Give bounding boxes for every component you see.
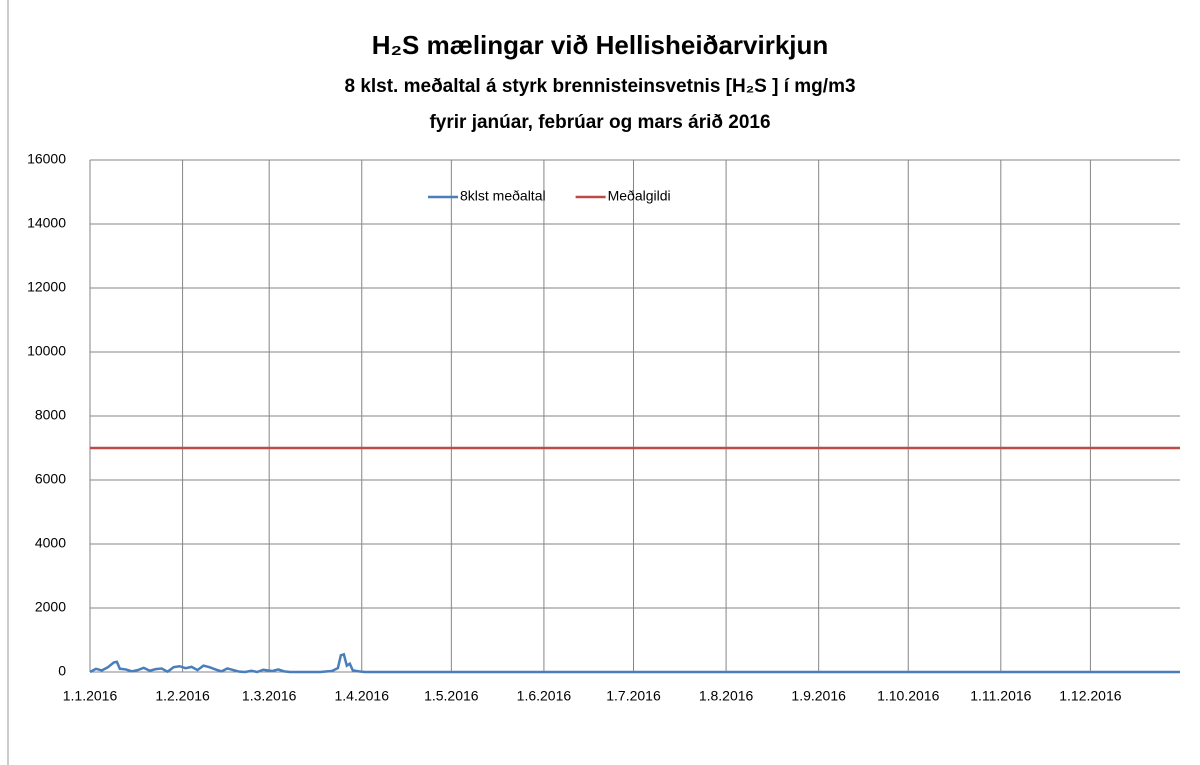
chart-title: H₂S mælingar við Hellisheiðarvirkjun bbox=[372, 30, 829, 60]
x-tick-label: 1.9.2016 bbox=[791, 688, 846, 704]
chart-subtitle: 8 klst. meðaltal á styrk brennisteinsvet… bbox=[344, 76, 855, 97]
x-tick-label: 1.2.2016 bbox=[155, 688, 210, 704]
chart-subtitle: fyrir janúar, febrúar og mars árið 2016 bbox=[429, 112, 770, 133]
x-tick-label: 1.1.2016 bbox=[63, 688, 118, 704]
x-tick-label: 1.4.2016 bbox=[335, 688, 390, 704]
x-tick-label: 1.7.2016 bbox=[606, 688, 661, 704]
series-line bbox=[89, 652, 1180, 674]
y-tick-label: 4000 bbox=[35, 535, 66, 551]
legend-label: Meðalgildi bbox=[608, 188, 671, 204]
x-tick-label: 1.6.2016 bbox=[517, 688, 572, 704]
x-tick-label: 1.10.2016 bbox=[877, 688, 939, 704]
y-tick-label: 16000 bbox=[27, 151, 66, 167]
x-tick-label: 1.8.2016 bbox=[699, 688, 754, 704]
legend-label: 8klst meðaltal bbox=[460, 188, 546, 204]
y-tick-label: 6000 bbox=[35, 471, 66, 487]
x-tick-label: 1.12.2016 bbox=[1059, 688, 1121, 704]
y-tick-label: 12000 bbox=[27, 279, 66, 295]
x-tick-label: 1.5.2016 bbox=[424, 688, 479, 704]
y-tick-label: 14000 bbox=[27, 215, 66, 231]
y-tick-label: 8000 bbox=[35, 407, 66, 423]
x-tick-label: 1.11.2016 bbox=[970, 688, 1031, 704]
y-tick-label: 10000 bbox=[27, 343, 66, 359]
x-tick-label: 1.3.2016 bbox=[242, 688, 297, 704]
y-tick-label: 0 bbox=[58, 663, 66, 679]
y-tick-label: 2000 bbox=[35, 599, 66, 615]
